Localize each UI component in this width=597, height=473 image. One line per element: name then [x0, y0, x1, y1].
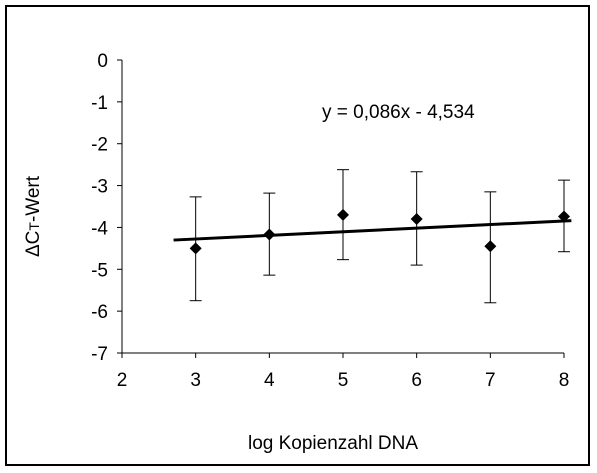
data-markers: [189, 208, 570, 255]
x-tick-label: 6: [411, 370, 422, 391]
data-point: [410, 213, 423, 226]
trendline: [173, 219, 572, 242]
data-point: [484, 240, 497, 253]
data-point: [263, 228, 276, 241]
y-tick-label: -6: [91, 302, 108, 323]
data-point: [558, 210, 570, 223]
chart-svg: 0 -1 -2 -3 -4 -5 -6 -7 2 3 4 5 6 7 8 y = 0,086x - 4,53…: [23, 51, 572, 454]
y-axis-title: ΔCT-Wert: [23, 175, 44, 257]
trendline-equation: y = 0,086x - 4,534: [322, 102, 475, 123]
data-point: [189, 242, 202, 255]
y-axis-title-subscript: T: [26, 222, 42, 231]
x-tick-label: 7: [485, 370, 496, 391]
y-tick-label: 0: [97, 51, 108, 72]
y-axis-title-suffix: -Wert: [23, 175, 44, 222]
y-tick-label: -5: [91, 260, 108, 281]
y-tick-label: -7: [91, 344, 108, 365]
chart-frame: 0 -1 -2 -3 -4 -5 -6 -7 2 3 4 5 6 7 8 y = 0,086x - 4,53…: [5, 5, 590, 466]
data-point: [337, 208, 349, 221]
y-tick-label: -2: [91, 135, 108, 156]
y-tick-label: -1: [91, 93, 108, 114]
x-tick-label: 3: [190, 370, 201, 391]
x-tick-label: 4: [264, 370, 275, 391]
trendline-group: [173, 219, 572, 242]
x-tick-label: 8: [559, 370, 570, 391]
x-tick-label: 2: [117, 370, 128, 391]
x-axis-title: log Kopienzahl DNA: [248, 433, 418, 454]
y-axis-title-prefix: ΔC: [23, 231, 44, 257]
axes: [117, 59, 565, 358]
tick-labels: 0 -1 -2 -3 -4 -5 -6 -7 2 3 4 5 6 7 8: [91, 51, 569, 391]
x-tick-label: 5: [338, 370, 349, 391]
y-tick-label: -3: [91, 177, 108, 198]
y-tick-label: -4: [91, 218, 108, 239]
